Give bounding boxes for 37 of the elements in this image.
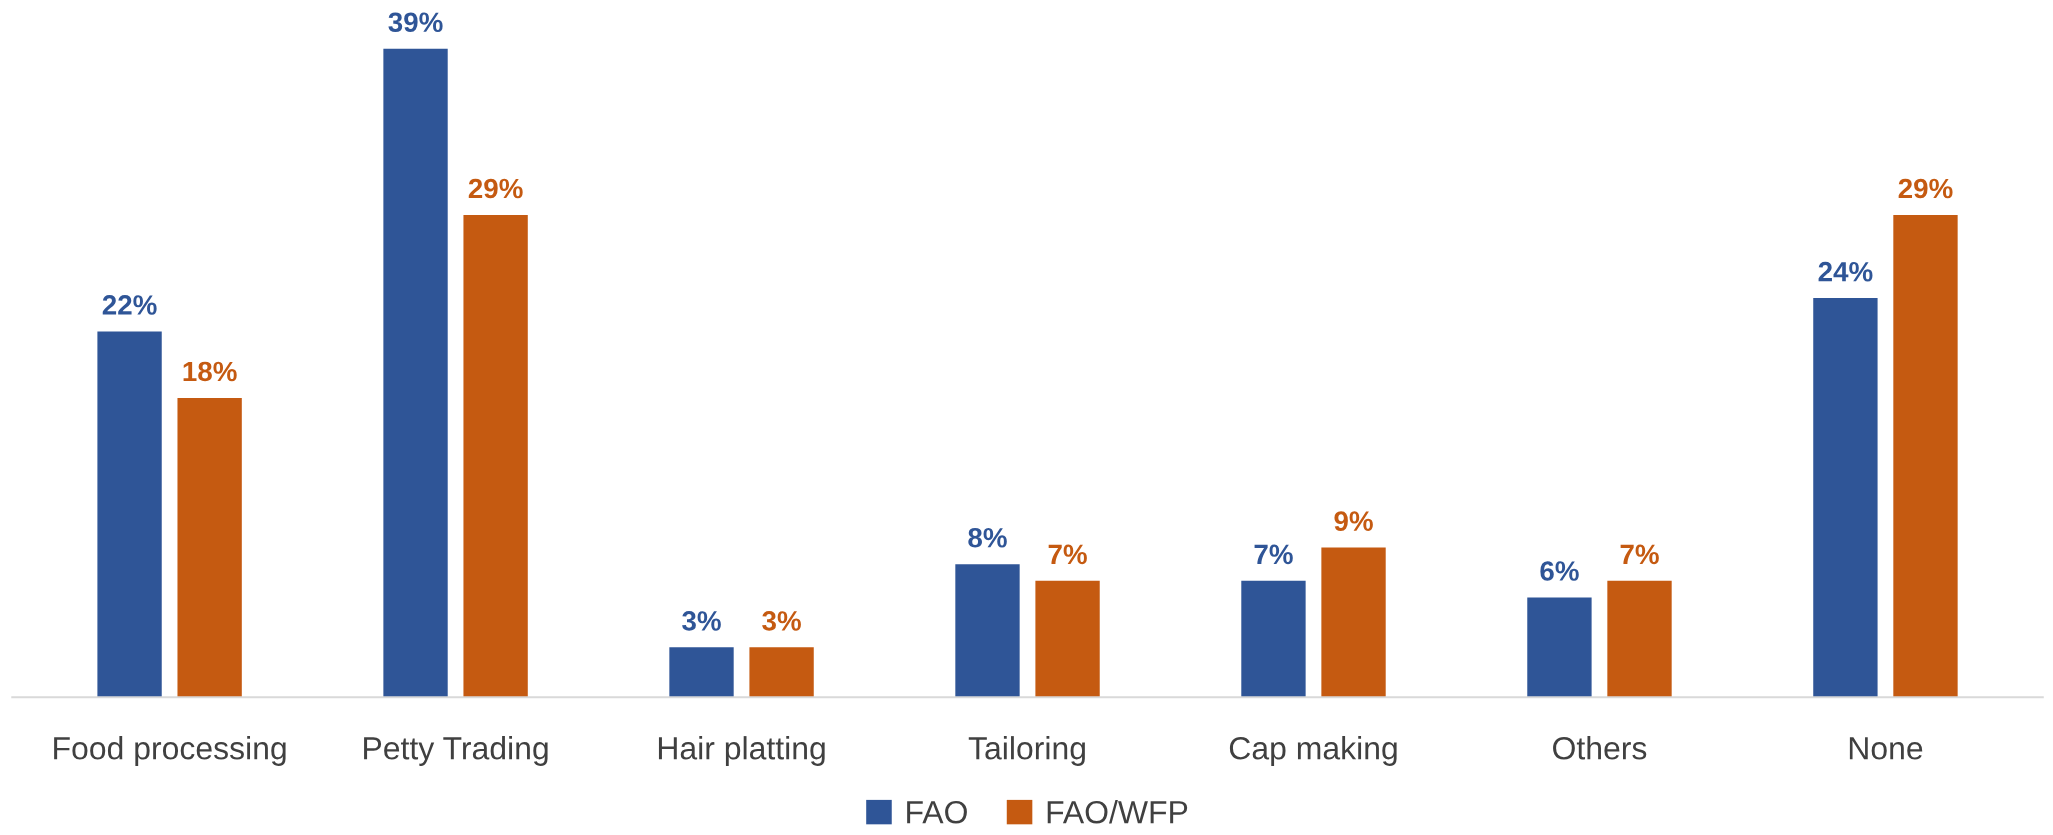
data-label: 9% bbox=[1334, 511, 1373, 531]
bar bbox=[463, 214, 528, 698]
bar bbox=[1035, 580, 1100, 698]
legend-label: FAO/WFP bbox=[1047, 800, 1188, 824]
x-tick-label: Cap making bbox=[1229, 736, 1397, 766]
data-label: 3% bbox=[682, 611, 721, 631]
bar bbox=[383, 48, 448, 698]
bar bbox=[955, 564, 1020, 698]
data-label: 3% bbox=[762, 611, 801, 631]
data-label: 7% bbox=[1620, 544, 1659, 565]
data-label: 8% bbox=[968, 527, 1007, 548]
bar bbox=[1813, 298, 1878, 698]
data-label: 29% bbox=[468, 178, 523, 199]
data-label: 6% bbox=[1540, 561, 1579, 581]
data-label: 29% bbox=[1898, 178, 1953, 199]
data-label: 24% bbox=[1818, 261, 1873, 282]
x-tick-label: None bbox=[1849, 737, 1923, 760]
data-label: 7% bbox=[1254, 544, 1293, 565]
bar bbox=[177, 397, 242, 698]
data-label: 39% bbox=[388, 12, 443, 33]
legend-label: FAO bbox=[907, 800, 967, 824]
x-tick-label: Hair platting bbox=[658, 736, 825, 766]
x-tick-label: Others bbox=[1553, 736, 1647, 760]
data-label: 22% bbox=[102, 295, 157, 315]
x-tick-label: Food processing bbox=[54, 736, 286, 766]
data-label: 7% bbox=[1048, 544, 1087, 565]
bar bbox=[1893, 214, 1958, 698]
bar bbox=[1527, 597, 1592, 698]
data-label: 18% bbox=[183, 361, 237, 382]
bar bbox=[1321, 547, 1386, 698]
x-tick-label: Tailoring bbox=[968, 736, 1085, 766]
bar bbox=[97, 331, 162, 698]
bar bbox=[669, 647, 734, 698]
bar bbox=[1607, 580, 1672, 698]
bar bbox=[749, 647, 814, 698]
bar bbox=[1241, 580, 1306, 698]
x-tick-label: Petty Trading bbox=[364, 736, 548, 766]
